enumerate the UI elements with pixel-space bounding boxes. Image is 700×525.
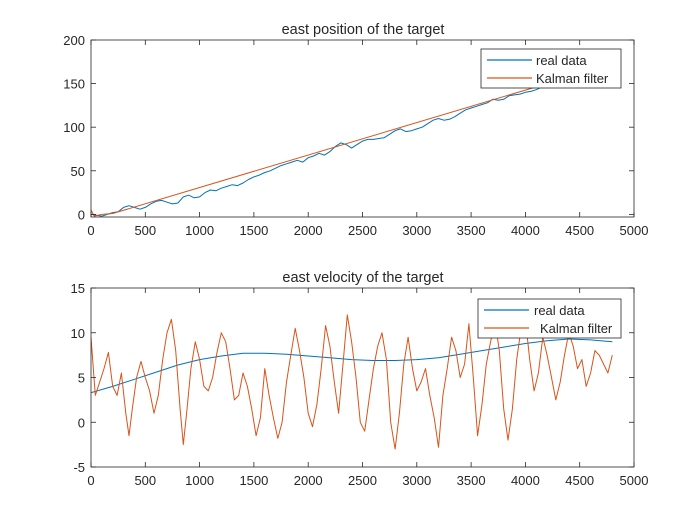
position-x-tick-label: 2000 [294, 223, 323, 238]
position-x-tick-label: 1000 [185, 223, 214, 238]
velocity-ticks: 0 500 1000 1500 2000 2500 3000 3500 4000 4500 5000… [71, 281, 649, 488]
velocity-x-tick-label: 1000 [185, 473, 214, 488]
velocity-x-tick-label: 0 [87, 473, 94, 488]
position-x-tick-label: 3500 [457, 223, 486, 238]
position-x-tick-label: 0 [87, 223, 94, 238]
velocity-axes-box [90, 287, 635, 468]
position-axes-box [90, 39, 635, 218]
velocity-x-tick-label: 500 [134, 473, 156, 488]
position-y-tick-label: 100 [63, 120, 85, 135]
velocity-x-tick-label: 3000 [402, 473, 431, 488]
position-y-tick-label: 200 [63, 33, 85, 48]
position-chart-title: east position of the target [282, 22, 445, 38]
velocity-legend-label-kalman-filter: Kalman filter [540, 321, 613, 336]
velocity-legend: real data Kalman filter [477, 298, 622, 339]
position-y-tick-label: 50 [71, 164, 85, 179]
velocity-y-tick-label: 0 [78, 415, 85, 430]
velocity-axes: east velocity of the target 0 500 1000 1500… [71, 270, 649, 488]
position-series-real-data-line [91, 83, 548, 217]
velocity-legend-label-real-data: real data [534, 303, 585, 318]
position-legend-label-real-data: real data [536, 53, 587, 68]
velocity-x-tick-label: 2000 [294, 473, 323, 488]
position-x-tick-label: 2500 [348, 223, 377, 238]
velocity-x-tick-label: 5000 [620, 473, 649, 488]
position-legend-box [480, 48, 622, 89]
position-x-tick-label: 5000 [620, 223, 649, 238]
position-x-tick-label: 3000 [402, 223, 431, 238]
position-x-tick-label: 500 [134, 223, 156, 238]
velocity-y-tick-label: 5 [78, 371, 85, 386]
position-legend: real data Kalman filter [480, 48, 622, 89]
position-ticks: 0 500 1000 1500 2000 2500 3000 3500 4000 4500 5000… [63, 33, 648, 238]
position-y-tick-label: 150 [63, 77, 85, 92]
velocity-legend-box [477, 298, 622, 339]
velocity-x-tick-label: 3500 [457, 473, 486, 488]
velocity-x-tick-label: 2500 [348, 473, 377, 488]
velocity-x-tick-label: 4500 [565, 473, 594, 488]
velocity-chart-title: east velocity of the target [282, 270, 443, 286]
position-legend-label-kalman-filter: Kalman filter [536, 71, 609, 86]
velocity-x-tick-label: 1500 [239, 473, 268, 488]
velocity-y-tick-label: 15 [71, 281, 85, 296]
position-x-tick-label: 1500 [239, 223, 268, 238]
velocity-series-real-data-line [91, 338, 613, 394]
velocity-x-tick-label: 4000 [511, 473, 540, 488]
position-axes: east position of the target 0 500 1000 1500… [63, 22, 648, 238]
position-y-tick-label: 0 [78, 207, 85, 222]
position-x-tick-label: 4000 [511, 223, 540, 238]
velocity-y-tick-label: -5 [73, 460, 85, 475]
position-x-tick-label: 4500 [565, 223, 594, 238]
velocity-y-tick-label: 10 [71, 326, 85, 341]
